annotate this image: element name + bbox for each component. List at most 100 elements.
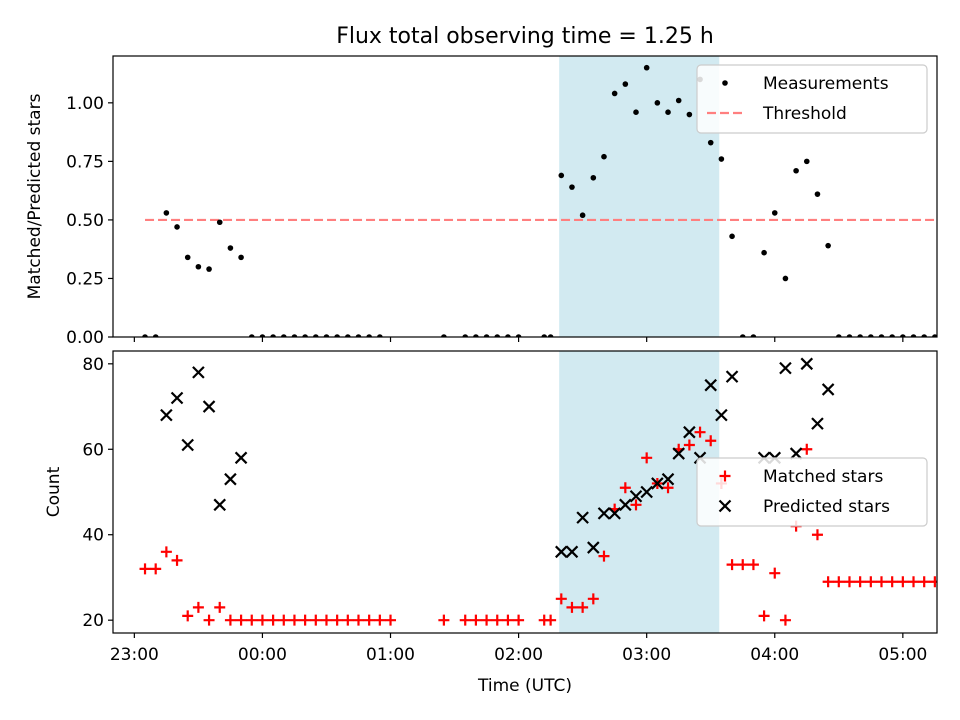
- measurement-point: [377, 334, 383, 337]
- measurement-point: [729, 233, 735, 240]
- measurement-point: [248, 334, 255, 337]
- measurement-point: [323, 334, 330, 337]
- predicted-star-point: [661, 472, 675, 486]
- measurement-point: [910, 334, 917, 337]
- matched-star-point: [801, 443, 813, 455]
- bottom-ylabel: Count: [44, 466, 64, 517]
- predicted-star-point: [811, 417, 824, 430]
- matched-star-point: [182, 610, 194, 622]
- measurement-point: [707, 139, 714, 146]
- matched-star-point: [171, 554, 183, 566]
- predicted-star-point: [587, 541, 600, 554]
- measurement-point: [814, 191, 821, 197]
- predicted-star-point: [224, 472, 237, 486]
- matched-star-point: [352, 614, 364, 626]
- matched-star-point: [598, 550, 610, 562]
- measurement-point: [718, 156, 725, 162]
- predicted-star-point: [597, 507, 611, 520]
- measurement-point: [878, 334, 885, 337]
- matched-star-point: [555, 593, 567, 605]
- predicted-star-point: [779, 361, 792, 375]
- measurement-point: [270, 334, 276, 337]
- measurement-point: [654, 100, 661, 106]
- measurement-point: [174, 224, 180, 230]
- matched-star-point: [491, 614, 503, 626]
- measurement-point: [782, 275, 789, 282]
- matched-star-point: [747, 559, 759, 571]
- predicted-star-point: [234, 451, 248, 465]
- legend-matched-marker: [719, 470, 731, 482]
- measurement-point: [334, 334, 340, 337]
- matched-star-point: [769, 567, 781, 579]
- predicted-star-point: [821, 383, 835, 396]
- matched-star-point: [385, 614, 397, 626]
- matched-star-point: [150, 563, 162, 575]
- matched-star-point: [310, 614, 322, 626]
- predicted-star-point: [683, 425, 696, 439]
- bottom-ytick-label: 80: [82, 355, 104, 375]
- measurement-point: [505, 334, 511, 337]
- measurement-point: [483, 334, 490, 337]
- measurement-point: [825, 242, 831, 249]
- top-highlight-span: [559, 56, 720, 337]
- measurement-point: [152, 334, 159, 337]
- chart-title: Flux total observing time = 1.25 h: [336, 24, 714, 49]
- matched-star-point: [545, 614, 557, 626]
- measurement-point: [590, 174, 597, 181]
- predicted-star-point: [213, 498, 227, 512]
- legend-label: Predicted stars: [763, 497, 890, 517]
- top-ytick-label: 0.50: [66, 211, 104, 231]
- measurement-point: [868, 334, 874, 337]
- measurement-point: [216, 219, 223, 226]
- measurement-point: [355, 334, 362, 337]
- measurement-point: [515, 334, 522, 337]
- measurement-point: [665, 109, 671, 115]
- matched-star-point: [214, 601, 226, 613]
- matched-star-point: [641, 452, 653, 464]
- predicted-star-point: [565, 545, 579, 559]
- legend-label: Measurements: [763, 74, 889, 94]
- matched-star-point: [758, 610, 770, 622]
- matched-star-point: [726, 559, 738, 571]
- predicted-star-point: [181, 438, 194, 452]
- predicted-star-point: [608, 507, 621, 520]
- matched-star-point: [587, 593, 599, 605]
- matched-star-point: [854, 576, 866, 588]
- measurement-point: [857, 334, 863, 337]
- xtick-label: 05:00: [878, 645, 927, 665]
- matched-star-point: [192, 601, 204, 613]
- measurement-point: [494, 334, 501, 337]
- measurement-point: [441, 334, 447, 337]
- measurement-point: [142, 334, 148, 337]
- measurement-point: [686, 111, 693, 118]
- matched-star-point: [577, 601, 589, 613]
- measurement-point: [739, 334, 746, 337]
- xtick-label: 01:00: [366, 645, 415, 665]
- measurement-point: [633, 109, 639, 115]
- bottom-ytick-label: 40: [82, 526, 104, 546]
- predicted-star-point: [576, 511, 589, 524]
- measurement-point: [302, 334, 308, 337]
- top-ylabel: Matched/Predicted stars: [25, 93, 45, 299]
- predicted-star-point: [651, 477, 664, 490]
- measurement-point: [473, 334, 479, 337]
- measurement-point: [569, 184, 575, 190]
- predicted-star-point: [789, 447, 803, 460]
- bottom-plot-area: [139, 357, 951, 626]
- matched-star-point: [940, 576, 951, 587]
- matched-star-point: [513, 614, 525, 626]
- predicted-star-point: [725, 370, 739, 383]
- xtick-label: 00:00: [238, 645, 287, 665]
- matched-star-point: [331, 614, 343, 626]
- bottom-ytick-label: 20: [82, 611, 104, 631]
- matched-star-point: [160, 546, 172, 558]
- measurement-point: [611, 90, 618, 97]
- measurement-point: [184, 254, 191, 261]
- measurement-point: [366, 334, 372, 337]
- matched-star-point: [619, 482, 631, 494]
- matched-star-point: [779, 614, 791, 626]
- matched-star-point: [203, 614, 215, 626]
- predicted-star-point: [800, 357, 814, 371]
- top-legend: Measurements Threshold: [696, 64, 928, 134]
- top-axes-panel: 0.00 0.25 0.50 0.75 1.00 Matched/Predicted st…: [25, 55, 938, 348]
